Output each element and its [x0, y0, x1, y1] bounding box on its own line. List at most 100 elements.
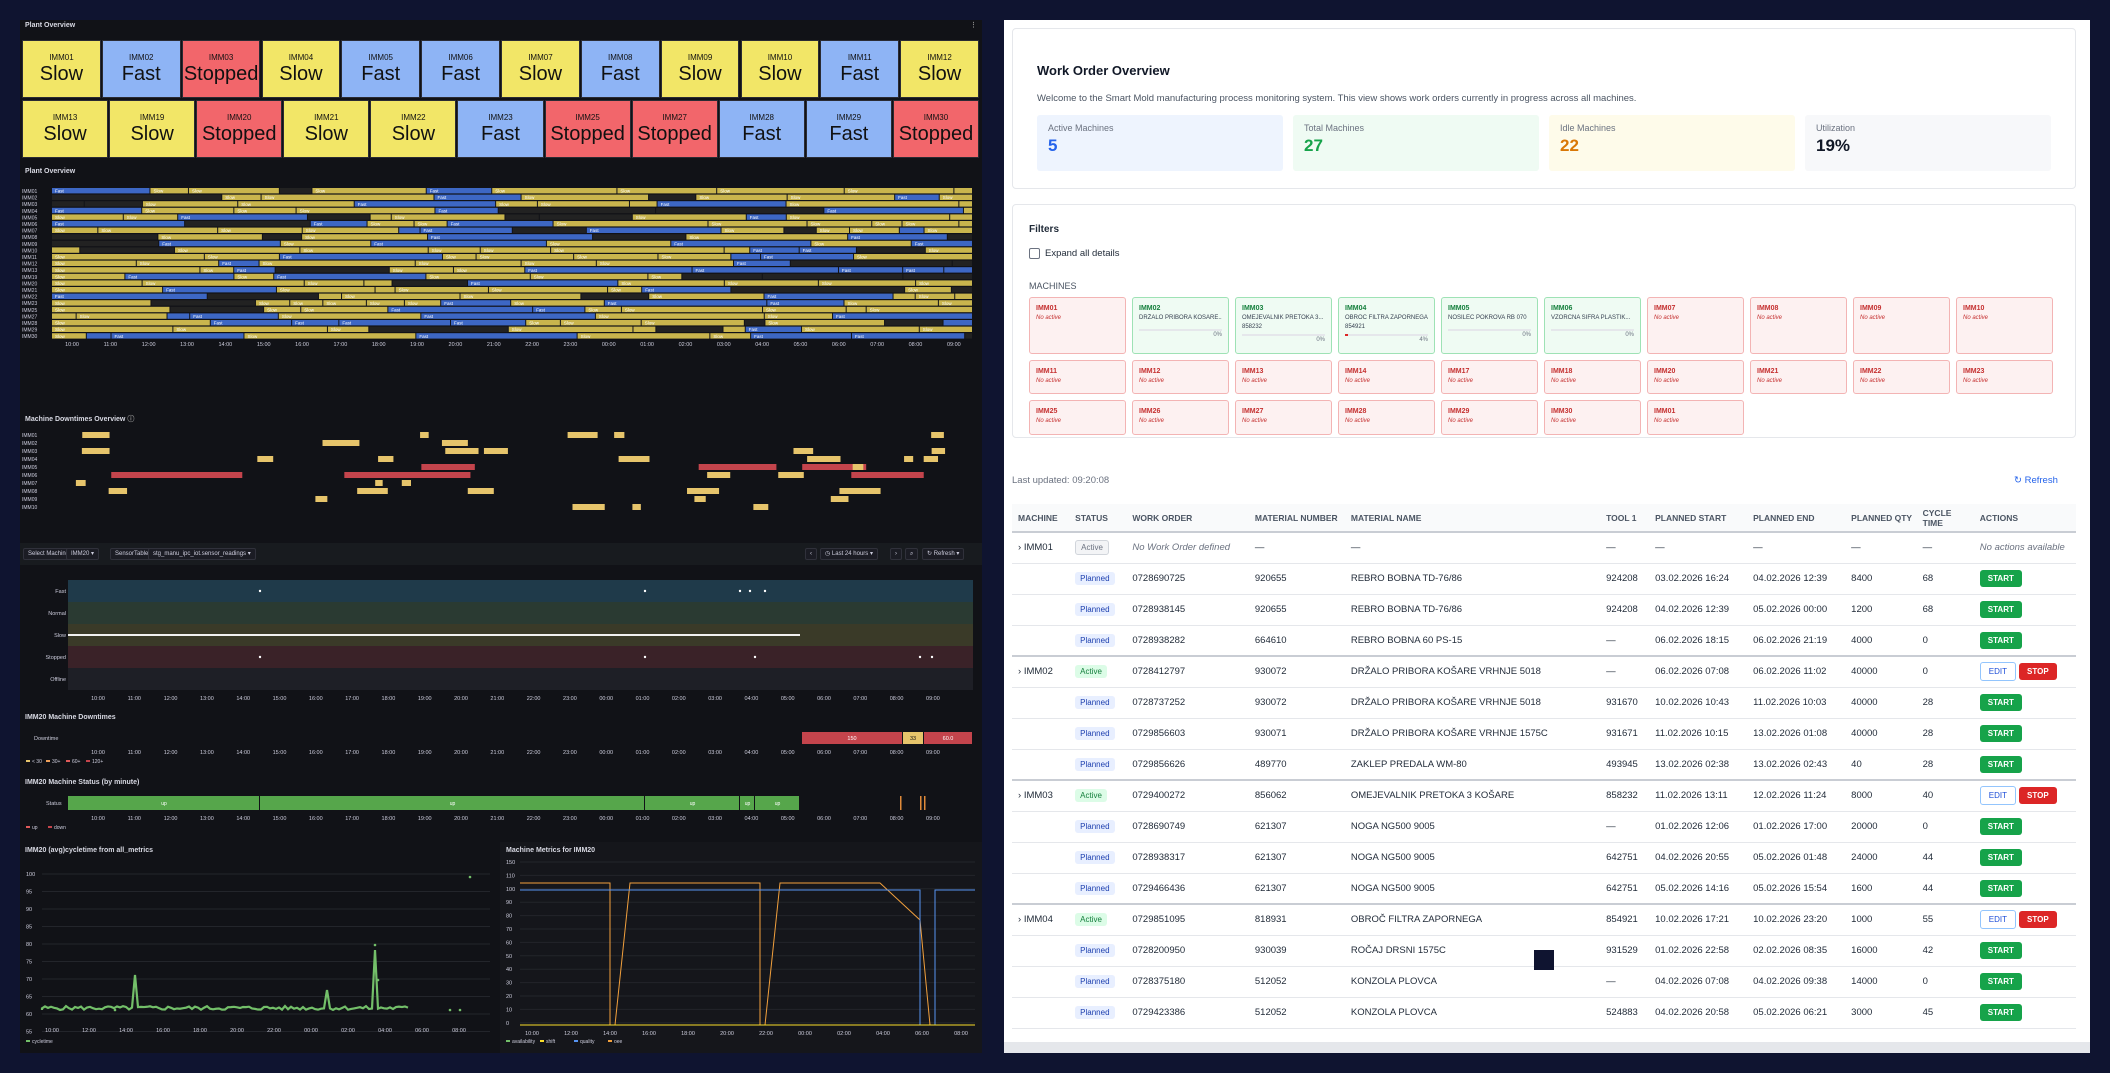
- column-header[interactable]: CYCLE TIME: [1916, 504, 1974, 533]
- stat-tile-imm28[interactable]: IMM28 Fast: [718, 100, 805, 158]
- column-header[interactable]: MATERIAL NUMBER: [1248, 504, 1345, 533]
- start-button[interactable]: START: [1979, 879, 2022, 897]
- stat-tile-imm12[interactable]: IMM12 Slow: [900, 40, 979, 98]
- stat-tile-imm07[interactable]: IMM07 Slow: [501, 40, 580, 98]
- start-button[interactable]: START: [1979, 942, 2022, 959]
- machine-card-imm02[interactable]: IMM02 DRŽALO PRIBORA KOŠARE... 0%: [1132, 297, 1229, 354]
- machine-card-imm18[interactable]: IMM18 No active: [1544, 360, 1641, 394]
- time-back-button[interactable]: ‹: [805, 548, 817, 560]
- column-header[interactable]: PLANNED END: [1747, 504, 1846, 533]
- work-order: 0729856626: [1132, 758, 1186, 770]
- start-button[interactable]: START: [1979, 601, 2022, 618]
- machine-card-imm05[interactable]: IMM05 NOSILEC POKROVA RB 070 0%: [1441, 297, 1538, 354]
- refresh-button[interactable]: ↻ Refresh ▾: [922, 548, 965, 560]
- machine-card-imm07[interactable]: IMM07 No active: [1647, 297, 1744, 354]
- column-header[interactable]: PLANNED START: [1649, 504, 1748, 533]
- stat-tile-imm09[interactable]: IMM09 Slow: [660, 40, 740, 98]
- stat-tile-imm29[interactable]: IMM29 Fast: [805, 100, 892, 158]
- machine-card-imm27[interactable]: IMM27 No active: [1235, 400, 1332, 435]
- stop-button[interactable]: STOP: [2019, 663, 2057, 681]
- machine-card-imm25[interactable]: IMM25 No active: [1029, 400, 1126, 435]
- edit-button[interactable]: EDIT: [1979, 662, 2017, 682]
- start-button[interactable]: START: [1979, 694, 2022, 711]
- stat-tile-imm22[interactable]: IMM22 Slow: [370, 100, 457, 158]
- sensor-table-dropdown[interactable]: stg_manu_ipc_iot.sensor_readings ▾: [148, 548, 256, 560]
- machine-card-imm10[interactable]: IMM10 No active: [1956, 297, 2053, 354]
- machine-card-imm08[interactable]: IMM08 No active: [1750, 297, 1847, 354]
- expand-chevron-icon[interactable]: ›: [1018, 666, 1022, 678]
- start-button[interactable]: START: [1979, 725, 2022, 742]
- timeline-segment-label: Slow: [178, 248, 189, 253]
- zoom-out-icon[interactable]: ⌕: [905, 548, 919, 560]
- stat-tile-imm01[interactable]: IMM01 Slow: [22, 40, 101, 98]
- machine-card-imm01[interactable]: IMM01 No active: [1029, 297, 1126, 354]
- refresh-link[interactable]: ↻ Refresh: [2014, 475, 2058, 486]
- start-button[interactable]: START: [1979, 973, 2022, 990]
- start-button[interactable]: START: [1979, 818, 2022, 835]
- time-range-picker[interactable]: ◷ Last 24 hours ▾: [820, 548, 878, 560]
- stat-tile-imm23[interactable]: IMM23 Fast: [457, 100, 544, 158]
- machine-card-imm26[interactable]: IMM26 No active: [1132, 400, 1229, 435]
- stat-tile-imm19[interactable]: IMM19 Slow: [109, 100, 196, 158]
- start-button[interactable]: START: [1979, 849, 2022, 866]
- panel-menu-icon[interactable]: ⋮: [970, 22, 977, 29]
- machine-card-imm14[interactable]: IMM14 No active: [1338, 360, 1435, 394]
- stop-button[interactable]: STOP: [2019, 911, 2057, 929]
- start-button[interactable]: START: [1979, 755, 2022, 773]
- machine-card-imm28[interactable]: IMM28 No active: [1338, 400, 1435, 435]
- start-button[interactable]: START: [1979, 1004, 2022, 1021]
- stat-tile-imm06[interactable]: IMM06 Fast: [421, 40, 500, 98]
- time-forward-button[interactable]: ›: [890, 548, 902, 560]
- expand-chevron-icon[interactable]: ›: [1018, 790, 1022, 802]
- machine-card-imm17[interactable]: IMM17 No active: [1441, 360, 1538, 394]
- machine-card-imm06[interactable]: IMM06 VZORČNA ŠIFRA PLASTIK... 0%: [1544, 297, 1641, 354]
- machine-card-imm20[interactable]: IMM20 No active: [1647, 360, 1744, 394]
- stat-tile-imm25[interactable]: IMM25 Stopped: [544, 100, 631, 158]
- stat-tile-imm10[interactable]: IMM10 Slow: [740, 40, 820, 98]
- stat-tile-imm04[interactable]: IMM04 Slow: [261, 40, 341, 98]
- machine-card-imm12[interactable]: IMM12 No active: [1132, 360, 1229, 394]
- stat-tile-imm02[interactable]: IMM02 Fast: [101, 40, 181, 98]
- machine-card-imm22[interactable]: IMM22 No active: [1853, 360, 1950, 394]
- column-header[interactable]: PLANNED QTY: [1845, 504, 1917, 533]
- start-button[interactable]: START: [1979, 570, 2022, 587]
- expand-chevron-icon[interactable]: ›: [1018, 542, 1022, 554]
- timeline-segment: [959, 201, 972, 207]
- stat-tile-imm03[interactable]: IMM03 Stopped: [181, 40, 261, 98]
- expand-all-checkbox[interactable]: Expand all details: [1029, 248, 1119, 259]
- column-header[interactable]: ACTIONS: [1973, 504, 2076, 533]
- column-header[interactable]: MACHINE: [1012, 504, 1070, 533]
- stat-tile-imm21[interactable]: IMM21 Slow: [283, 100, 370, 158]
- stat-tile-imm05[interactable]: IMM05 Fast: [341, 40, 421, 98]
- horizontal-scrollbar[interactable]: [1004, 1042, 2090, 1053]
- stat-tile-imm11[interactable]: IMM11 Fast: [820, 40, 900, 98]
- machine-card-imm30[interactable]: IMM30 No active: [1544, 400, 1641, 435]
- stat-tile-imm13[interactable]: IMM13 Slow: [22, 100, 109, 158]
- machine-card-imm09[interactable]: IMM09 No active: [1853, 297, 1950, 354]
- column-header[interactable]: TOOL 1: [1600, 504, 1650, 533]
- edit-button[interactable]: EDIT: [1979, 910, 2017, 930]
- start-button[interactable]: START: [1979, 631, 2022, 649]
- machine-card-imm21[interactable]: IMM21 No active: [1750, 360, 1847, 394]
- stat-tile-imm27[interactable]: IMM27 Stopped: [631, 100, 718, 158]
- machine-card-imm04[interactable]: IMM04 OBROČ FILTRA ZAPORNEGA 854921 4%: [1338, 297, 1435, 354]
- column-header[interactable]: MATERIAL NAME: [1344, 504, 1601, 533]
- column-header[interactable]: WORK ORDER: [1126, 504, 1249, 533]
- legend-swatch: [66, 760, 70, 762]
- stat-tile-imm20[interactable]: IMM20 Stopped: [196, 100, 283, 158]
- machine-card-imm03[interactable]: IMM03 OMEJEVALNIK PRETOKA 3... 858232 0%: [1235, 297, 1332, 354]
- machine-card-imm23[interactable]: IMM23 No active: [1956, 360, 2053, 394]
- stat-tile-imm30[interactable]: IMM30 Stopped: [892, 100, 979, 158]
- machine-card-imm11[interactable]: IMM11 No active: [1029, 360, 1126, 394]
- expand-chevron-icon[interactable]: ›: [1018, 914, 1022, 926]
- machine-card-imm29[interactable]: IMM29 No active: [1441, 400, 1538, 435]
- time-tick-label: 18:00: [382, 816, 396, 822]
- select-machine-dropdown[interactable]: IMM20 ▾: [66, 548, 100, 560]
- machine-card-imm13[interactable]: IMM13 No active: [1235, 360, 1332, 394]
- edit-button[interactable]: EDIT: [1979, 786, 2017, 806]
- timeline-segment-label: Fast: [842, 268, 852, 273]
- column-header[interactable]: STATUS: [1069, 504, 1127, 533]
- machine-card-imm01[interactable]: IMM01 No active: [1647, 400, 1744, 435]
- stop-button[interactable]: STOP: [2019, 787, 2057, 805]
- stat-tile-imm08[interactable]: IMM08 Fast: [580, 40, 660, 98]
